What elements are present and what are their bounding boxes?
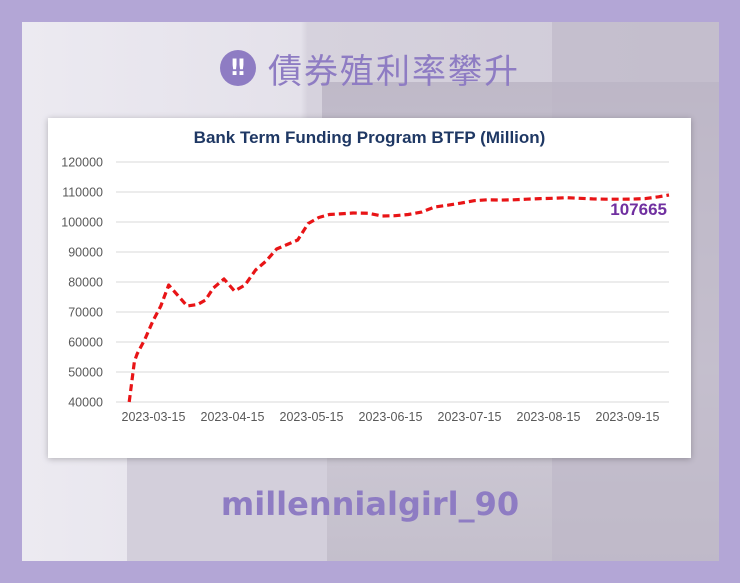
author-handle: millennialgirl_90 bbox=[220, 485, 520, 523]
data-label-last: 107665 bbox=[610, 200, 667, 219]
y-tick-label: 70000 bbox=[68, 306, 103, 320]
y-tick-label: 60000 bbox=[68, 336, 103, 350]
header: ‼ 債券殖利率攀升 bbox=[0, 40, 740, 96]
y-tick-label: 100000 bbox=[61, 216, 103, 230]
page-title: 債券殖利率攀升 bbox=[268, 44, 526, 93]
chart-card: Bank Term Funding Program BTFP (Million)… bbox=[48, 118, 691, 458]
y-tick-label: 80000 bbox=[68, 276, 103, 290]
x-tick-label: 2023-09-15 bbox=[596, 410, 660, 424]
x-tick-label: 2023-07-15 bbox=[438, 410, 502, 424]
x-tick-label: 2023-05-15 bbox=[280, 410, 344, 424]
line-chart: 40000 50000 60000 70000 80000 90000 100000 1100… bbox=[61, 156, 670, 424]
page-title-text: 債券殖利率攀升 bbox=[268, 51, 520, 92]
series-line-btfp bbox=[127, 193, 670, 403]
chart-title: Bank Term Funding Program BTFP (Million) bbox=[193, 128, 546, 147]
y-tick-label: 120000 bbox=[61, 156, 103, 170]
y-tick-label: 50000 bbox=[68, 366, 103, 380]
x-tick-label: 2023-08-15 bbox=[517, 410, 581, 424]
x-tick-label: 2023-06-15 bbox=[359, 410, 423, 424]
exclamation-icon: ‼ bbox=[220, 50, 256, 86]
x-tick-label: 2023-03-15 bbox=[122, 410, 186, 424]
background-building bbox=[127, 452, 327, 561]
y-tick-label: 110000 bbox=[62, 186, 103, 200]
y-tick-label: 90000 bbox=[68, 246, 103, 260]
x-tick-label: 2023-04-15 bbox=[201, 410, 265, 424]
y-tick-label: 40000 bbox=[68, 396, 103, 410]
